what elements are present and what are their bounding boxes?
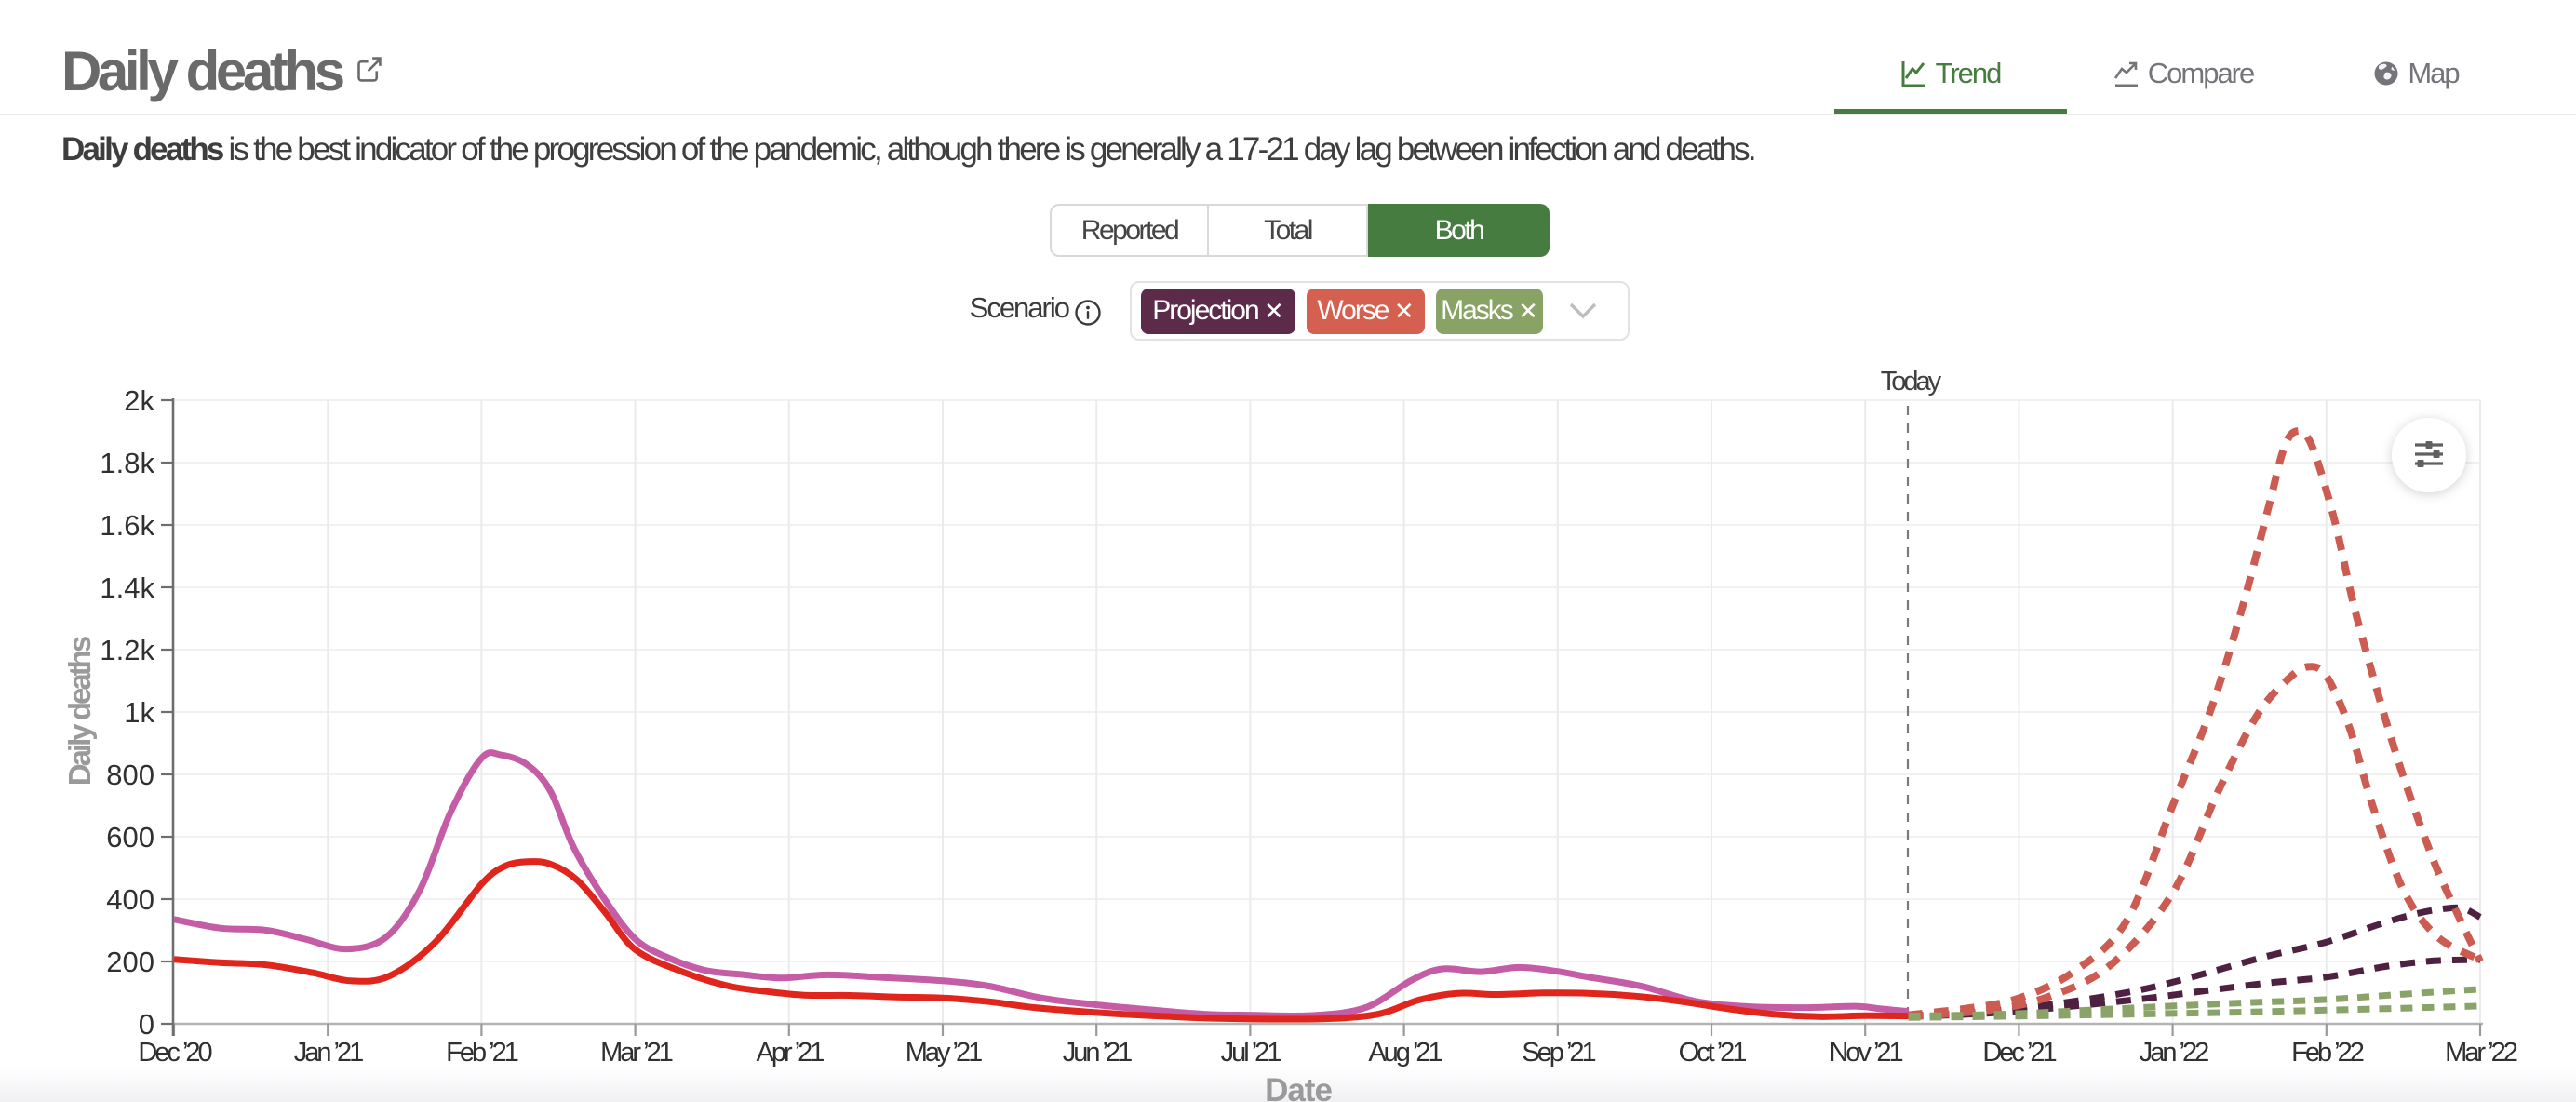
svg-text:1.6k: 1.6k <box>100 509 154 542</box>
svg-text:Aug ’21: Aug ’21 <box>1368 1038 1442 1068</box>
svg-text:Mar ’21: Mar ’21 <box>600 1038 673 1068</box>
svg-text:Dec ’21: Dec ’21 <box>1982 1038 2056 1068</box>
svg-text:Feb ’21: Feb ’21 <box>446 1038 518 1068</box>
svg-text:Apr ’21: Apr ’21 <box>757 1038 825 1068</box>
svg-text:200: 200 <box>106 946 154 978</box>
svg-text:Daily deaths: Daily deaths <box>62 637 97 786</box>
svg-text:May ’21: May ’21 <box>906 1038 982 1068</box>
svg-text:Nov ’21: Nov ’21 <box>1829 1038 1902 1068</box>
svg-text:1.2k: 1.2k <box>100 634 154 666</box>
svg-text:Mar ’22: Mar ’22 <box>2445 1038 2517 1068</box>
svg-text:600: 600 <box>106 821 154 853</box>
svg-text:2k: 2k <box>124 384 154 417</box>
svg-text:0: 0 <box>139 1008 154 1041</box>
svg-text:1.4k: 1.4k <box>100 571 154 604</box>
svg-text:Dec ’20: Dec ’20 <box>138 1038 211 1068</box>
svg-text:Feb ’22: Feb ’22 <box>2291 1038 2364 1068</box>
svg-text:Jul ’21: Jul ’21 <box>1221 1038 1281 1068</box>
svg-text:Oct ’21: Oct ’21 <box>1679 1038 1747 1068</box>
svg-text:Today: Today <box>1881 367 1942 396</box>
svg-text:1k: 1k <box>124 696 154 729</box>
svg-text:Sep ’21: Sep ’21 <box>1522 1038 1595 1068</box>
svg-text:Jan ’22: Jan ’22 <box>2140 1038 2208 1068</box>
svg-text:Jun ’21: Jun ’21 <box>1063 1038 1132 1068</box>
svg-text:800: 800 <box>106 759 154 791</box>
svg-text:Date: Date <box>1265 1072 1332 1102</box>
svg-text:1.8k: 1.8k <box>100 447 154 479</box>
svg-text:Jan ’21: Jan ’21 <box>294 1038 363 1068</box>
svg-text:400: 400 <box>106 883 154 916</box>
